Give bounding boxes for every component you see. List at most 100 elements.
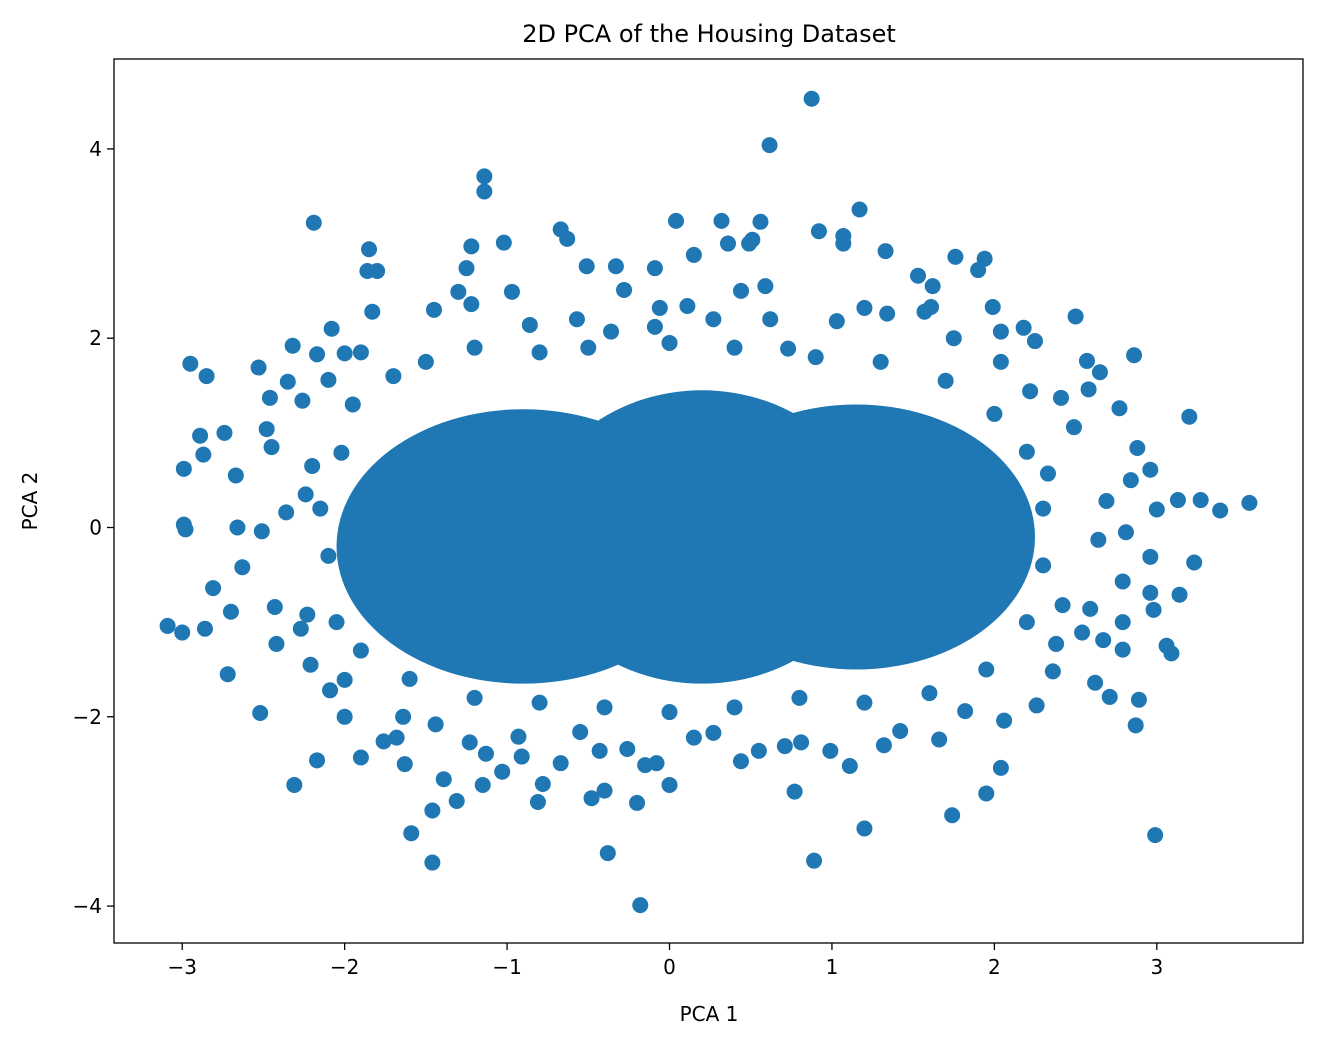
scatter-point	[297, 486, 314, 503]
scatter-point	[234, 559, 251, 576]
scatter-point	[250, 359, 267, 376]
scatter-point	[494, 763, 511, 780]
scatter-point	[726, 699, 743, 716]
scatter-point	[1095, 632, 1112, 649]
scatter-point	[583, 790, 600, 807]
scatter-point	[352, 344, 369, 361]
scatter-point	[425, 301, 442, 318]
scatter-point	[572, 723, 589, 740]
scatter-point	[476, 168, 493, 185]
scatter-point	[294, 392, 311, 409]
scatter-point	[195, 446, 212, 463]
scatter-point	[1145, 601, 1162, 618]
scatter-point	[336, 708, 353, 725]
scatter-point	[828, 313, 845, 330]
scatter-point	[1148, 501, 1165, 518]
scatter-point	[793, 734, 810, 751]
scatter-point	[921, 685, 938, 702]
scatter-point	[1192, 492, 1209, 509]
scatter-point	[261, 389, 278, 406]
scatter-point	[1018, 614, 1035, 631]
scatter-point	[531, 344, 548, 361]
scatter-point	[992, 353, 1009, 370]
x-tick-label: −1	[492, 955, 521, 979]
scatter-point	[182, 355, 199, 372]
scatter-point	[648, 755, 665, 772]
scatter-point	[466, 689, 483, 706]
scatter-point	[1090, 531, 1107, 548]
scatter-point	[1122, 472, 1139, 489]
scatter-point	[227, 467, 244, 484]
scatter-point	[646, 260, 663, 277]
scatter-point	[435, 771, 452, 788]
x-tick-label: 2	[988, 955, 1001, 979]
scatter-point	[320, 371, 337, 388]
scatter-point	[856, 820, 873, 837]
scatter-point	[521, 316, 538, 333]
dense-core-group	[336, 390, 1035, 684]
scatter-point	[970, 262, 987, 279]
scatter-point	[1127, 717, 1144, 734]
scatter-point	[750, 742, 767, 759]
scatter-point	[1091, 364, 1108, 381]
y-tick-label: 0	[89, 516, 102, 540]
scatter-point	[1054, 597, 1071, 614]
scatter-point	[685, 246, 702, 263]
scatter-point	[336, 671, 353, 688]
scatter-point	[229, 519, 246, 536]
scatter-point	[705, 724, 722, 741]
scatter-point	[945, 330, 962, 347]
scatter-point	[424, 854, 441, 871]
dense-core-region	[677, 404, 1035, 670]
scatter-point	[424, 802, 441, 819]
scatter-point	[1114, 573, 1131, 590]
scatter-point	[1026, 333, 1043, 350]
scatter-point	[810, 223, 827, 240]
scatter-point	[761, 137, 778, 154]
scatter-point	[1028, 697, 1045, 714]
scatter-point	[1087, 674, 1104, 691]
scatter-point	[1098, 493, 1115, 509]
scatter-point	[369, 263, 386, 280]
scatter-point	[822, 742, 839, 759]
scatter-point	[403, 825, 420, 842]
scatter-point	[320, 547, 337, 564]
scatter-point	[786, 783, 803, 800]
scatter-point	[1169, 492, 1186, 509]
scatter-point	[395, 708, 412, 725]
scatter-point	[923, 298, 940, 315]
scatter-point	[992, 323, 1009, 340]
x-tick-label: 3	[1150, 955, 1163, 979]
scatter-point	[944, 807, 961, 824]
scatter-point	[1241, 494, 1258, 511]
scatter-point	[851, 201, 868, 218]
scatter-point	[1181, 408, 1198, 425]
scatter-point	[284, 337, 301, 354]
scatter-point	[806, 852, 823, 869]
scatter-point	[192, 427, 209, 444]
y-axis-label: PCA 2	[18, 472, 42, 531]
scatter-point	[278, 504, 295, 521]
scatter-point	[222, 603, 239, 620]
scatter-point	[1035, 500, 1052, 517]
scatter-point	[266, 599, 283, 616]
scatter-point	[388, 729, 405, 746]
scatter-point	[364, 303, 381, 320]
y-tick-label: 2	[89, 326, 102, 350]
scatter-point	[679, 298, 696, 315]
scatter-point	[1082, 600, 1099, 617]
scatter-point	[726, 339, 743, 356]
scatter-point	[328, 614, 345, 631]
x-tick-label: −2	[330, 955, 359, 979]
scatter-point	[996, 712, 1013, 729]
scatter-point	[375, 733, 392, 750]
scatter-point	[1212, 502, 1229, 519]
scatter-point	[352, 749, 369, 766]
scatter-point	[1065, 419, 1082, 436]
scatter-point	[924, 278, 941, 295]
scatter-point	[580, 339, 597, 356]
scatter-point	[892, 722, 909, 739]
scatter-point	[534, 775, 551, 792]
scatter-point	[1039, 465, 1056, 482]
scatter-point	[1147, 827, 1164, 844]
